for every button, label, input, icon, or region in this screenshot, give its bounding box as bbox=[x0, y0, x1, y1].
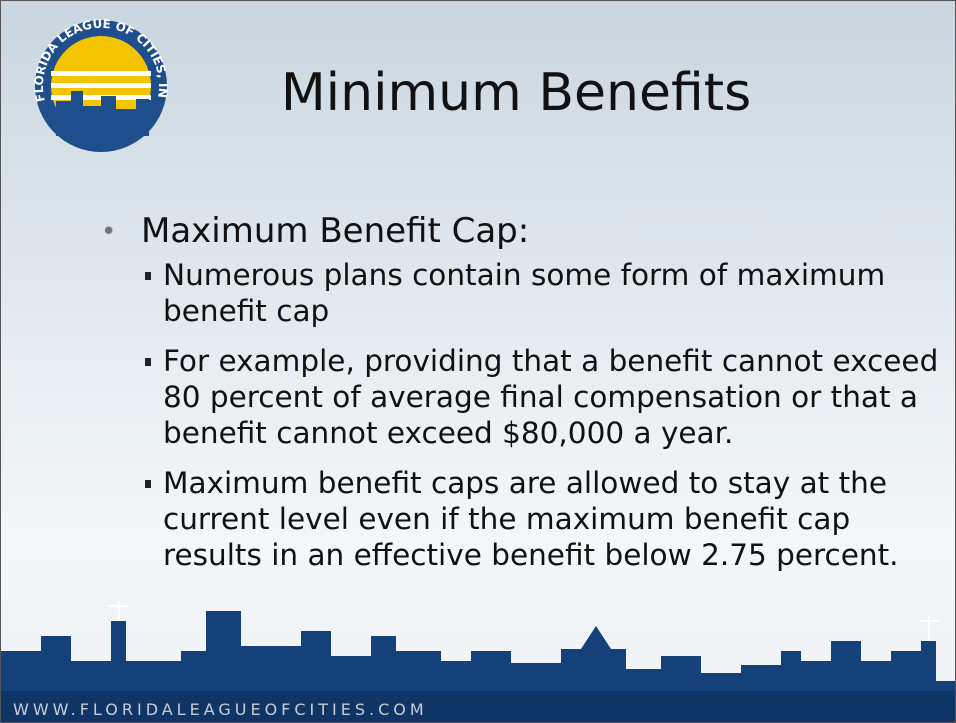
sub-bullet: Maximum benefit caps are allowed to stay… bbox=[145, 465, 943, 573]
footer-url: WWW.FLORIDALEAGUEOFCITIES.COM bbox=[13, 700, 428, 719]
slide-title: Minimum Benefits bbox=[280, 63, 752, 123]
sub-list: Numerous plans contain some form of maxi… bbox=[101, 257, 938, 573]
sub-bullet: For example, providing that a benefit ca… bbox=[145, 343, 943, 451]
bullet: Maximum Benefit Cap: bbox=[101, 211, 931, 251]
sub-bullet: Numerous plans contain some form of maxi… bbox=[145, 257, 943, 329]
content: Maximum Benefit Cap: Numerous plans conta… bbox=[101, 211, 938, 587]
logo: FLORIDA LEAGUE OF CITIES, INC. bbox=[1, 1, 170, 152]
